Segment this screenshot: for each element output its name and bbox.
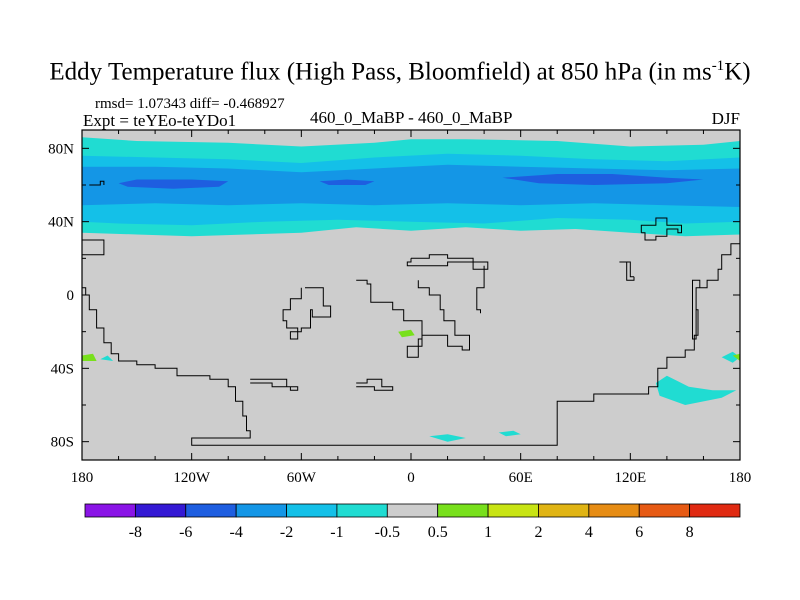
stats-line: rmsd= 1.07343 diff= -0.468927 bbox=[95, 96, 285, 113]
flux-contour-region bbox=[721, 351, 740, 363]
colorbar-label: -0.5 bbox=[375, 524, 400, 541]
colorbar-label: 6 bbox=[635, 524, 643, 541]
colorbar-box bbox=[84, 503, 136, 518]
x-tick-label: 180 bbox=[729, 470, 752, 486]
colorbar-label: 8 bbox=[686, 524, 694, 541]
coastline bbox=[282, 287, 332, 340]
coastline bbox=[619, 261, 635, 281]
flux-contour-region bbox=[498, 430, 521, 437]
y-tick-label: 40N bbox=[48, 215, 74, 231]
colorbar-box bbox=[235, 503, 287, 518]
coastline bbox=[356, 279, 470, 358]
colorbar-box bbox=[386, 503, 439, 518]
season-label: DJF bbox=[711, 109, 740, 128]
colorbar-label: -2 bbox=[280, 524, 293, 541]
colorbar-box bbox=[487, 503, 539, 518]
y-tick-label: 80N bbox=[48, 141, 74, 157]
chart-title-main: Eddy Temperature flux (High Pass, Bloomf… bbox=[49, 58, 712, 86]
flux-contour-region bbox=[319, 179, 375, 185]
colorbar-box bbox=[185, 503, 237, 518]
colorbar-box bbox=[437, 503, 489, 518]
y-tick-label: 40S bbox=[51, 361, 74, 377]
rmsd-value: 1.07343 bbox=[137, 96, 186, 112]
coastline bbox=[476, 265, 485, 314]
x-tick-label: 120W bbox=[173, 470, 211, 486]
x-tick-label: 0 bbox=[407, 470, 415, 486]
coastline bbox=[82, 239, 105, 256]
colorbar-label: -4 bbox=[229, 524, 242, 541]
colorbar-label: 4 bbox=[585, 524, 593, 541]
colorbar-label: -6 bbox=[179, 524, 192, 541]
difference-name: 460_0_MaBP - 460_0_MaBP bbox=[310, 108, 513, 127]
rmsd-label: rmsd= bbox=[95, 96, 134, 112]
colorbar-box bbox=[588, 503, 640, 518]
colorbar-box bbox=[286, 503, 338, 518]
flux-contour-region bbox=[82, 353, 97, 361]
colorbar-box bbox=[689, 503, 741, 518]
colorbar-label: -1 bbox=[330, 524, 343, 541]
flux-contour-region bbox=[429, 434, 466, 442]
colorbar-label: -8 bbox=[129, 524, 142, 541]
diff-label: diff= bbox=[189, 96, 220, 112]
colorbar-label: 0.5 bbox=[428, 524, 448, 541]
coastline bbox=[406, 254, 489, 270]
chart-title-end: K) bbox=[724, 58, 751, 86]
colorbar-label: 2 bbox=[534, 524, 542, 541]
coastline bbox=[250, 378, 299, 391]
chart-title-superscript: -1 bbox=[711, 58, 725, 74]
coastline bbox=[356, 378, 394, 391]
colorbar-label: 1 bbox=[484, 524, 492, 541]
y-tick-label: 80S bbox=[51, 435, 74, 451]
experiment-label: Expt = teYEo-teYDo1 bbox=[83, 111, 237, 130]
diff-value: -0.468927 bbox=[223, 96, 285, 112]
x-tick-label: 60E bbox=[509, 470, 533, 486]
chart-title: Eddy Temperature flux (High Pass, Bloomf… bbox=[0, 58, 800, 86]
colorbar-box bbox=[134, 503, 187, 518]
x-tick-label: 60W bbox=[287, 470, 317, 486]
y-tick-label: 0 bbox=[67, 288, 75, 304]
flux-contour-region bbox=[502, 174, 704, 185]
x-tick-label: 180 bbox=[71, 470, 94, 486]
flux-contour-region bbox=[100, 355, 114, 361]
map-field-group bbox=[82, 137, 740, 446]
flux-contour-region bbox=[118, 179, 229, 189]
colorbar-box bbox=[538, 503, 590, 518]
coastline bbox=[89, 180, 105, 186]
flux-contour-region bbox=[732, 353, 740, 361]
flux-contour-region bbox=[655, 375, 737, 405]
coastline bbox=[82, 240, 740, 446]
colorbar-box bbox=[638, 503, 691, 518]
coastline bbox=[640, 217, 682, 241]
x-tick-label: 120E bbox=[614, 470, 646, 486]
flux-contour-region bbox=[398, 329, 415, 338]
colorbar-box bbox=[336, 503, 388, 518]
